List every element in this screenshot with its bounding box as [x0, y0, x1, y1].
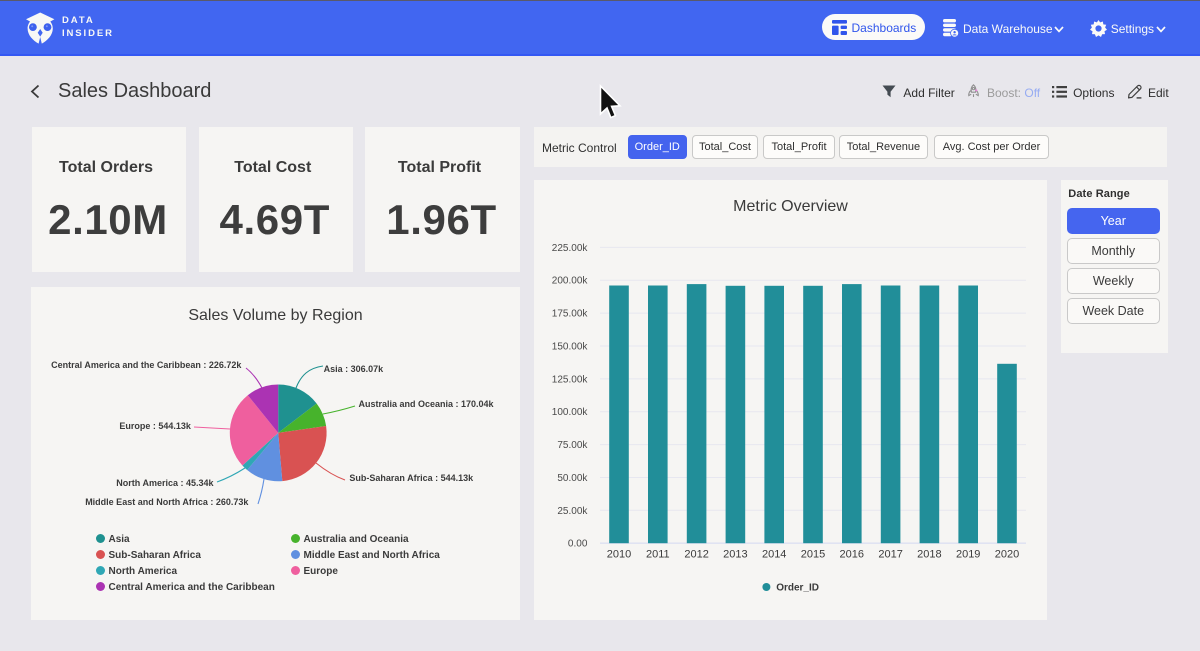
- svg-text:2010: 2010: [607, 549, 631, 561]
- svg-text:175.00k: 175.00k: [552, 309, 589, 320]
- svg-text:2015: 2015: [801, 549, 825, 561]
- svg-text:2016: 2016: [840, 549, 864, 561]
- svg-text:2012: 2012: [684, 549, 708, 561]
- svg-text:25.00k: 25.00k: [557, 506, 588, 517]
- svg-text:225.00k: 225.00k: [552, 243, 589, 254]
- svg-text:0.00: 0.00: [568, 539, 588, 550]
- svg-text:2014: 2014: [762, 549, 786, 561]
- svg-text:2011: 2011: [646, 549, 670, 561]
- svg-text:150.00k: 150.00k: [552, 342, 589, 353]
- svg-text:50.00k: 50.00k: [557, 473, 588, 484]
- svg-text:2019: 2019: [956, 549, 980, 561]
- svg-text:100.00k: 100.00k: [552, 407, 589, 418]
- svg-text:75.00k: 75.00k: [557, 440, 588, 451]
- svg-text:2020: 2020: [995, 549, 1019, 561]
- svg-text:2018: 2018: [917, 549, 941, 561]
- svg-text:200.00k: 200.00k: [552, 276, 589, 287]
- svg-text:2013: 2013: [723, 549, 747, 561]
- svg-text:Order_ID: Order_ID: [776, 583, 819, 594]
- svg-text:125.00k: 125.00k: [552, 374, 589, 385]
- svg-text:2017: 2017: [878, 549, 902, 561]
